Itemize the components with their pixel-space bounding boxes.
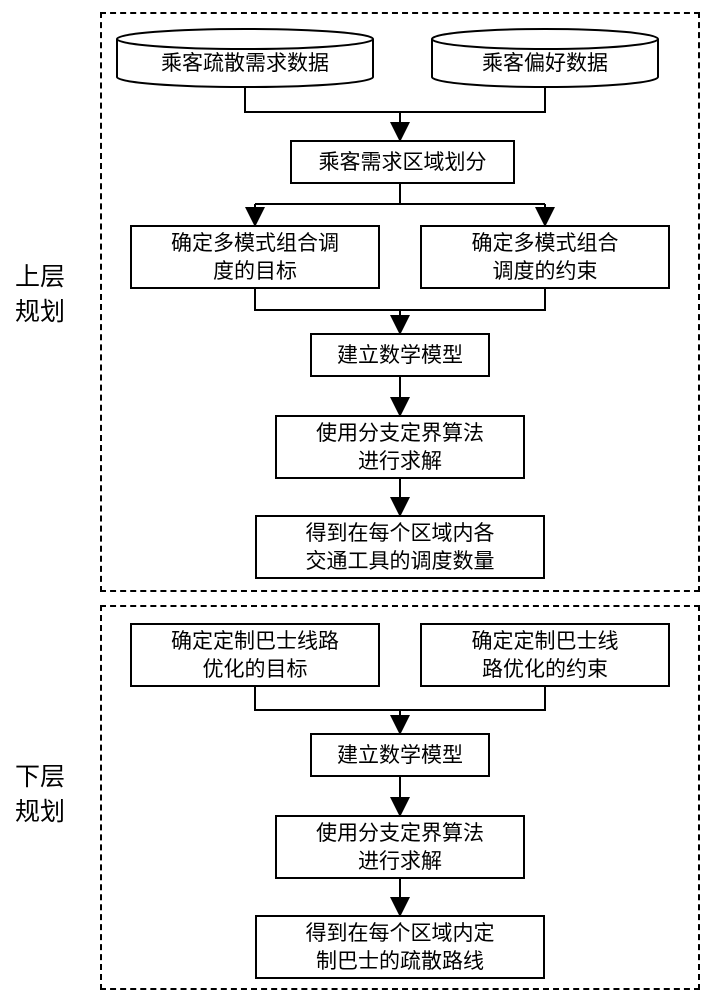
cylinder-pref-label: 乘客偏好数据 [482, 39, 608, 77]
cylinder-evac-label: 乘客疏散需求数据 [161, 39, 329, 77]
diagram-root: 上层规划 下层规划 乘客疏散需求数据 乘客偏好数据 乘客需求区域划分 确定多模式… [0, 0, 721, 1000]
connectors [0, 0, 721, 1000]
